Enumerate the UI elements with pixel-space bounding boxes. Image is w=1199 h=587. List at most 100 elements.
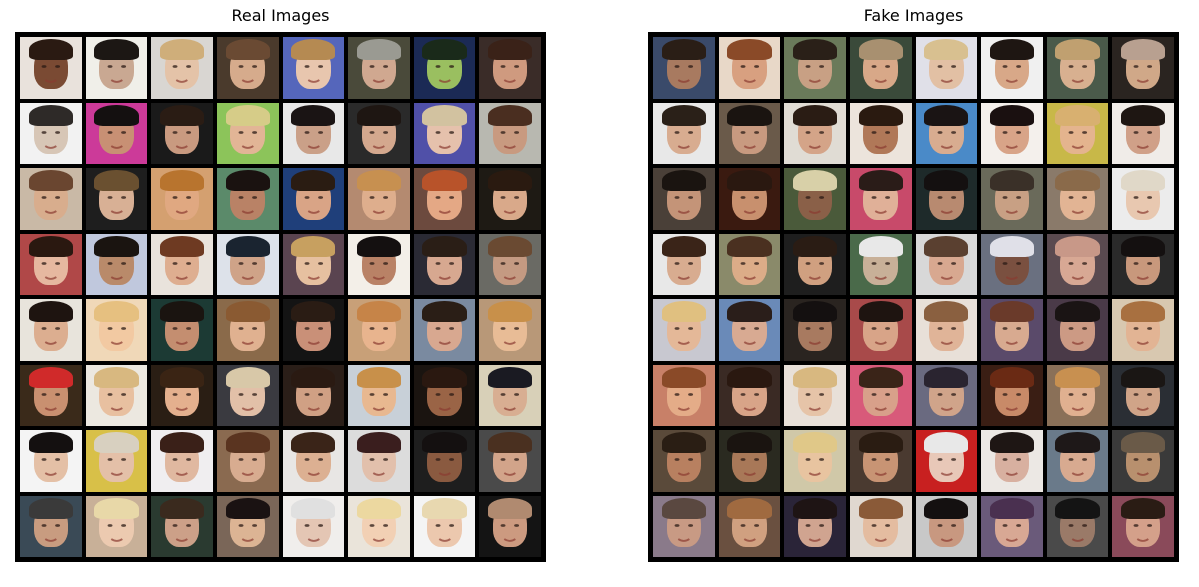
fake-face-image <box>1046 37 1109 99</box>
face-features <box>238 392 257 411</box>
real-face-image <box>413 299 476 361</box>
face-features <box>435 65 454 83</box>
face-features <box>369 196 389 214</box>
face-features <box>1068 196 1087 214</box>
face-features <box>937 392 956 411</box>
real-face-image <box>20 364 82 426</box>
face-features <box>1002 327 1022 345</box>
fake-face-image <box>1046 168 1109 230</box>
fake-face-image <box>849 37 912 99</box>
fake-face-image <box>1112 495 1174 557</box>
face-features <box>871 392 890 411</box>
real-face-image <box>85 430 148 492</box>
face-features <box>871 261 890 280</box>
face-features <box>674 196 694 214</box>
face-features <box>1068 130 1087 149</box>
real-face-image <box>348 430 410 492</box>
fake-face-image <box>1046 430 1109 492</box>
real-face-image <box>85 37 148 99</box>
face-features <box>107 327 126 345</box>
fake-face-image <box>653 37 715 99</box>
face-features <box>435 327 454 345</box>
face-features <box>740 130 759 149</box>
face-features <box>1002 392 1022 411</box>
real-face-image <box>282 364 345 426</box>
face-features <box>107 458 126 476</box>
face-features <box>500 65 520 83</box>
real-face-image <box>151 495 213 557</box>
fake-face-image <box>981 168 1043 230</box>
fake-face-image <box>981 37 1043 99</box>
real-face-image <box>85 299 148 361</box>
fake-face-image <box>1112 364 1174 426</box>
face-features <box>871 523 890 542</box>
fake-face-image <box>915 299 978 361</box>
face-features <box>107 523 126 542</box>
fake-images-panel: Fake Images <box>648 6 1179 562</box>
face-features <box>740 261 759 280</box>
real-face-image <box>479 102 541 164</box>
face-features <box>1068 458 1087 476</box>
real-face-image <box>282 430 345 492</box>
face-features <box>1002 523 1022 542</box>
real-face-image <box>282 168 345 230</box>
real-face-image <box>151 233 213 295</box>
fake-face-image <box>784 102 846 164</box>
face-features <box>1068 65 1087 83</box>
real-face-image <box>479 299 541 361</box>
fake-face-image <box>1046 495 1109 557</box>
real-face-image <box>348 168 410 230</box>
face-features <box>172 196 192 214</box>
real-face-image <box>413 168 476 230</box>
fake-face-image <box>849 364 912 426</box>
real-face-image <box>282 37 345 99</box>
fake-face-image <box>981 299 1043 361</box>
fake-face-image <box>915 430 978 492</box>
real-face-image <box>20 495 82 557</box>
real-face-image <box>282 495 345 557</box>
face-features <box>1002 196 1022 214</box>
face-features <box>304 523 323 542</box>
real-face-image <box>413 233 476 295</box>
face-features <box>500 196 520 214</box>
face-features <box>740 196 759 214</box>
fake-face-image <box>784 168 846 230</box>
face-features <box>435 523 454 542</box>
face-features <box>304 327 323 345</box>
real-images-frame <box>15 32 546 562</box>
face-features <box>500 130 520 149</box>
face-features <box>871 196 890 214</box>
fake-face-image <box>653 364 715 426</box>
real-face-image <box>282 233 345 295</box>
face-features <box>107 65 126 83</box>
real-images-grid <box>20 37 541 557</box>
face-features <box>107 392 126 411</box>
fake-face-image <box>653 233 715 295</box>
real-face-image <box>85 233 148 295</box>
face-features <box>937 261 956 280</box>
real-face-image <box>479 168 541 230</box>
face-features <box>805 130 825 149</box>
real-face-image <box>479 233 541 295</box>
face-features <box>1068 261 1087 280</box>
face-features <box>41 196 61 214</box>
face-features <box>369 65 389 83</box>
face-features <box>172 458 192 476</box>
face-features <box>172 392 192 411</box>
fake-images-frame <box>648 32 1179 562</box>
face-features <box>435 392 454 411</box>
face-features <box>369 392 389 411</box>
fake-face-image <box>981 102 1043 164</box>
face-features <box>740 458 759 476</box>
real-face-image <box>151 299 213 361</box>
fake-face-image <box>784 364 846 426</box>
face-features <box>871 130 890 149</box>
real-face-image <box>151 364 213 426</box>
face-features <box>1133 196 1153 214</box>
real-face-image <box>348 233 410 295</box>
face-features <box>304 65 323 83</box>
face-features <box>107 130 126 149</box>
face-features <box>500 261 520 280</box>
face-features <box>1068 523 1087 542</box>
real-face-image <box>20 37 82 99</box>
